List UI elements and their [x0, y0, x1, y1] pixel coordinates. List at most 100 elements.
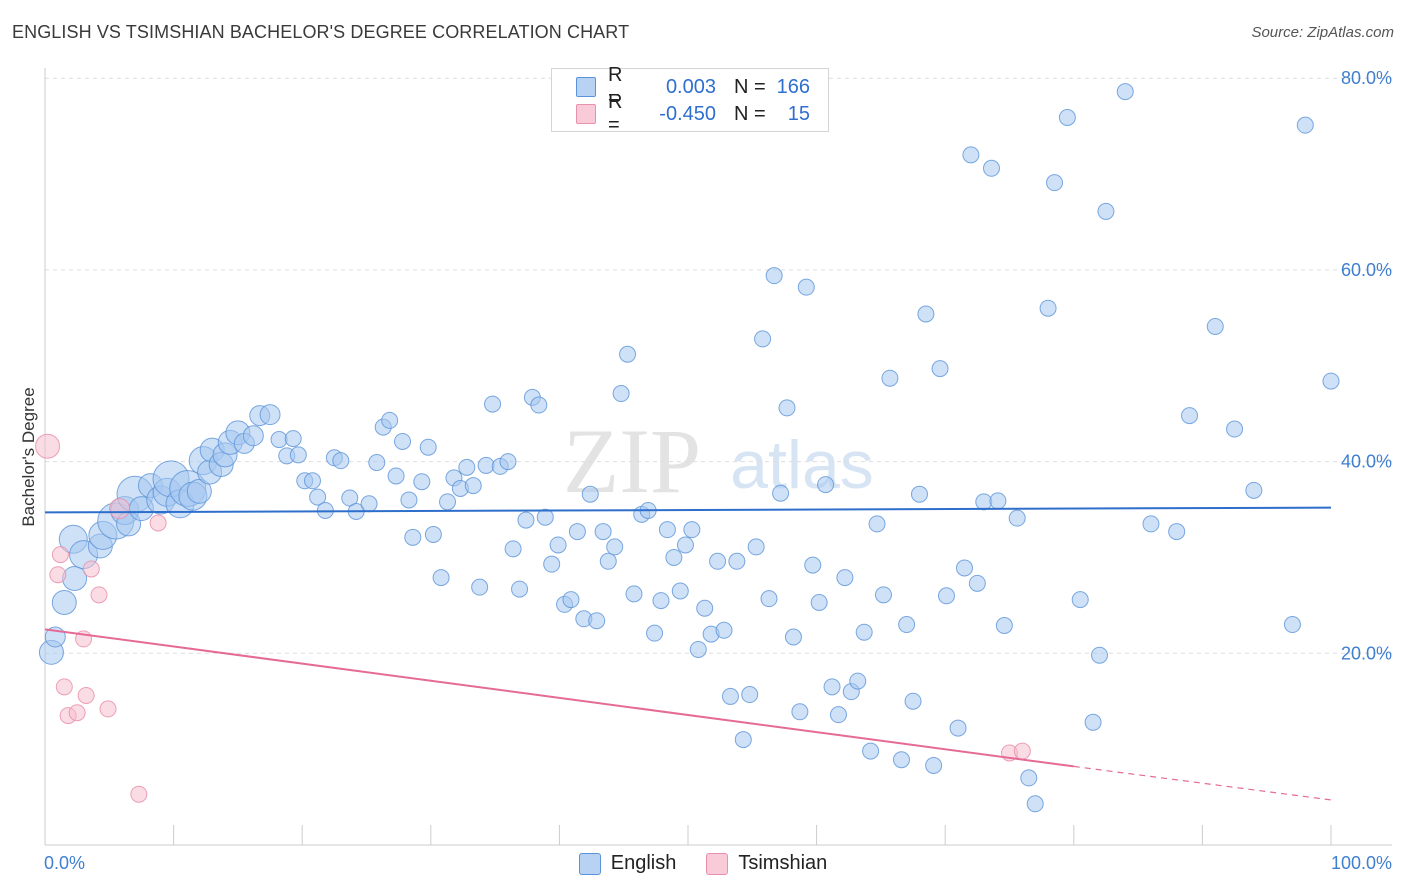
- english-trend-line: [44, 506, 1332, 514]
- english-point: [995, 617, 1013, 635]
- english-point: [949, 719, 967, 737]
- tsimshian-point: [82, 560, 100, 578]
- tsimshian-swatch: [706, 852, 729, 875]
- tick-labels: 20.0% 40.0% 60.0% 80.0% 0.0% 100.0%: [44, 68, 1392, 873]
- y-tick-label: 60.0%: [1341, 260, 1392, 280]
- english-point: [671, 582, 689, 600]
- english-point: [543, 555, 561, 573]
- legend-row-english: R = 0.003 N = 166: [576, 64, 810, 109]
- english-point: [804, 556, 822, 574]
- english-point: [1245, 481, 1263, 499]
- english-point: [982, 159, 1000, 177]
- english-point: [588, 612, 606, 630]
- legend-r-value: 0.003: [665, 75, 716, 98]
- correlation-legend: R = 0.003 N = 166 R = -0.450 N = 15: [551, 64, 829, 136]
- english-point: [242, 425, 264, 447]
- english-point: [332, 452, 350, 470]
- english-point: [709, 552, 727, 570]
- english-point: [910, 485, 928, 503]
- english-point: [975, 493, 993, 511]
- english-point: [259, 404, 281, 426]
- english-point: [606, 538, 624, 556]
- english-point: [1020, 769, 1038, 787]
- legend-n-value: 166: [776, 75, 810, 98]
- tsimshian-point: [77, 686, 95, 704]
- legend-item-english[interactable]: English: [578, 852, 676, 875]
- english-point: [754, 330, 772, 348]
- english-point: [51, 589, 77, 615]
- english-point: [760, 590, 778, 608]
- trend-lines: [44, 506, 1332, 801]
- english-point: [741, 686, 759, 704]
- english-point: [862, 742, 880, 760]
- english-point: [270, 431, 288, 449]
- legend-n-label: N =: [734, 75, 766, 98]
- english-point: [1296, 116, 1314, 134]
- english-point: [715, 621, 733, 639]
- english-point: [1039, 299, 1057, 317]
- english-point: [400, 491, 418, 509]
- english-point: [881, 369, 899, 387]
- english-point: [868, 515, 886, 533]
- english-point: [1008, 509, 1026, 527]
- english-point: [904, 692, 922, 710]
- english-point: [504, 540, 522, 558]
- english-point: [836, 569, 854, 587]
- english-point: [413, 473, 431, 491]
- tsimshian-point: [149, 514, 167, 532]
- legend-item-tsimshian[interactable]: Tsimshian: [706, 852, 827, 875]
- english-point: [458, 458, 476, 476]
- english-point: [817, 476, 835, 494]
- english-point: [1058, 108, 1076, 126]
- english-point: [186, 478, 212, 504]
- english-point: [439, 493, 457, 511]
- tsimshian-trend-line: [44, 628, 1074, 768]
- tsimshian-swatch: [576, 104, 596, 124]
- english-point: [1322, 372, 1340, 390]
- english-point: [499, 453, 517, 471]
- english-point: [536, 508, 554, 526]
- english-point: [1097, 202, 1115, 220]
- english-point: [892, 751, 910, 769]
- english-point: [1046, 174, 1064, 192]
- x-tick-label: 100.0%: [1331, 853, 1392, 873]
- y-tick-label: 40.0%: [1341, 452, 1392, 472]
- watermark: ZIP atlas: [563, 410, 874, 512]
- tsimshian-point: [51, 546, 69, 564]
- english-point: [1091, 646, 1109, 664]
- english-point: [696, 599, 714, 617]
- english-point: [549, 536, 567, 554]
- y-axis-label: Bachelor's Degree: [19, 387, 38, 526]
- english-point: [360, 495, 378, 513]
- english-point: [989, 492, 1007, 510]
- english-point: [855, 623, 873, 641]
- english-point: [1283, 616, 1301, 634]
- english-point: [721, 687, 739, 705]
- english-point: [511, 580, 529, 598]
- english-point: [1206, 317, 1224, 335]
- english-point: [931, 360, 949, 378]
- english-point: [1168, 523, 1186, 541]
- english-point: [962, 146, 980, 164]
- english-point: [810, 593, 828, 611]
- english-point: [484, 395, 502, 413]
- chart-title: ENGLISH VS TSIMSHIAN BACHELOR'S DEGREE C…: [12, 22, 630, 42]
- english-point: [898, 616, 916, 634]
- english-point: [368, 454, 386, 472]
- english-point: [303, 472, 321, 490]
- english-point: [925, 756, 943, 774]
- tsimshian-label: Tsimshian: [738, 852, 828, 874]
- english-point: [381, 411, 399, 429]
- english-point: [387, 467, 405, 485]
- english-point: [424, 525, 442, 543]
- english-point: [1071, 591, 1089, 609]
- english-swatch: [578, 852, 601, 875]
- english-point: [665, 548, 683, 566]
- english-point: [658, 521, 676, 539]
- english-point: [689, 640, 707, 658]
- english-point: [829, 706, 847, 724]
- english-point: [568, 523, 586, 541]
- english-point: [464, 477, 482, 495]
- english-point: [683, 521, 701, 539]
- english-point: [471, 578, 489, 596]
